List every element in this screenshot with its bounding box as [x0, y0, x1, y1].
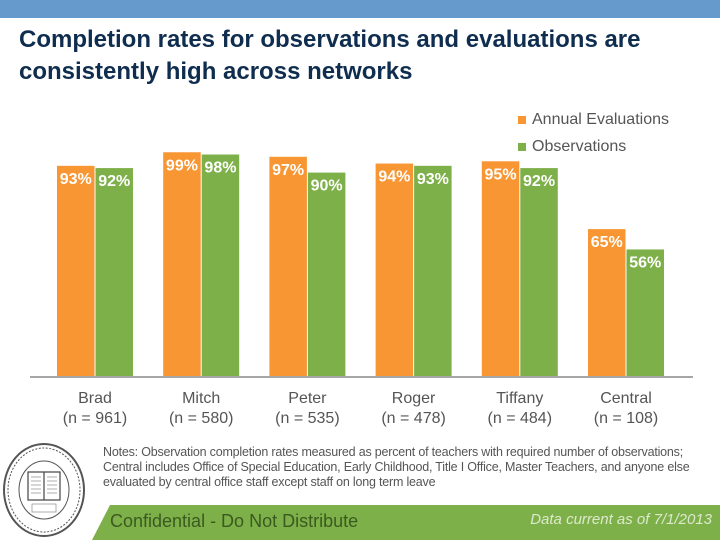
data-label: 97%	[272, 162, 304, 179]
bar-annual-evaluations-peter	[269, 156, 307, 376]
legend-item-annual-evaluations: Annual Evaluations	[518, 106, 669, 133]
footer-band	[92, 505, 720, 540]
category-label: Mitch	[182, 390, 220, 407]
legend-item-observations: Observations	[518, 133, 669, 160]
category-label: Peter	[288, 390, 327, 407]
bar-observations-central	[626, 249, 664, 376]
legend-swatch-annual-evaluations	[518, 115, 526, 124]
legend-label: Annual Evaluations	[532, 110, 669, 128]
category-subtitle: (n = 580)	[169, 410, 233, 427]
bar-annual-evaluations-central	[588, 229, 626, 376]
chart-title: Completion rates for observations and ev…	[19, 26, 641, 85]
category-subtitle: (n = 484)	[488, 410, 552, 427]
data-label: 65%	[591, 234, 623, 251]
data-label: 93%	[417, 171, 449, 188]
notes-line-1: Notes: Observation completion rates meas…	[103, 445, 684, 459]
category-label: Central	[600, 390, 652, 407]
school-seal-icon	[3, 443, 85, 537]
notes: Notes: Observation completion rates meas…	[103, 445, 715, 490]
category-subtitle: (n = 108)	[594, 410, 658, 427]
data-label: 92%	[523, 173, 555, 190]
bar-observations-mitch	[201, 154, 240, 376]
bar-annual-evaluations-brad	[57, 165, 95, 376]
bar-chart: 93% 92% Brad (n = 961) 99% 98% Mitch (n = 580) 9…	[30, 152, 693, 427]
legend-label: Observations	[532, 137, 627, 155]
top-banner	[0, 0, 720, 18]
bar-annual-evaluations-mitch	[163, 152, 201, 376]
data-label: 56%	[629, 254, 661, 271]
notes-line-2: Central includes Office of Special Educa…	[103, 460, 690, 489]
category-subtitle: (n = 478)	[381, 410, 445, 427]
category-label: Brad	[78, 390, 112, 407]
category-label: Tiffany	[496, 390, 543, 407]
data-label: 94%	[378, 169, 410, 186]
data-label: 99%	[166, 157, 198, 174]
bar-annual-evaluations-roger	[375, 163, 414, 376]
category-subtitle: (n = 535)	[275, 410, 339, 427]
legend-swatch-observations	[518, 142, 526, 151]
data-label: 93%	[60, 171, 92, 188]
category-subtitle: (n = 961)	[63, 410, 127, 427]
bar-annual-evaluations-tiffany	[481, 161, 520, 376]
bar-observations-brad	[95, 168, 133, 376]
data-current-label: Data current as of 7/1/2013	[530, 511, 712, 528]
bar-observations-peter	[307, 172, 346, 376]
category-label: Roger	[392, 390, 436, 407]
legend: Annual Evaluations Observations	[518, 106, 669, 160]
data-label: 98%	[204, 160, 236, 177]
data-label: 92%	[98, 173, 130, 190]
confidential-label: Confidential - Do Not Distribute	[110, 511, 359, 531]
bar-observations-roger	[414, 165, 452, 376]
data-label: 95%	[485, 166, 517, 183]
bar-observations-tiffany	[520, 168, 558, 376]
data-label: 90%	[311, 178, 343, 195]
